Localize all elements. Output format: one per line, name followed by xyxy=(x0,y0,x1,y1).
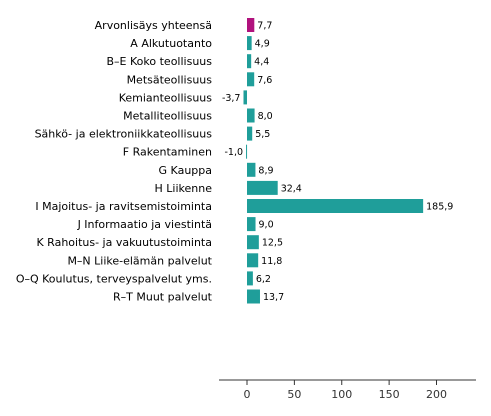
bar xyxy=(247,253,259,268)
category-label: O–Q Koulutus, terveyspalvelut yms. xyxy=(16,272,212,285)
value-label: 185,9 xyxy=(426,202,453,213)
bars xyxy=(243,18,424,304)
bar xyxy=(247,162,256,177)
bar xyxy=(247,108,255,123)
category-label: B–E Koko teollisuus xyxy=(107,55,213,68)
bar xyxy=(247,217,256,232)
value-label: 8,0 xyxy=(258,111,273,122)
category-label: J Informaatio ja viestintä xyxy=(77,218,212,231)
x-tick-label: 0 xyxy=(244,388,251,401)
value-label: 13,7 xyxy=(263,292,284,303)
value-label: 9,0 xyxy=(259,220,274,231)
value-label: 12,5 xyxy=(262,238,283,249)
value-label: 6,2 xyxy=(256,274,271,285)
bar xyxy=(247,126,253,141)
category-label: M–N Liike-elämän palvelut xyxy=(67,254,212,267)
bar xyxy=(247,18,255,32)
bar xyxy=(247,54,252,69)
value-label: -1,0 xyxy=(225,147,244,158)
category-label: Metalliteollisuus xyxy=(123,110,212,123)
value-label: 4,4 xyxy=(254,57,269,68)
value-label: 5,5 xyxy=(255,129,270,140)
category-label: Arvonlisäys yhteensä xyxy=(95,19,212,32)
bar xyxy=(243,90,247,105)
x-tick-label: 150 xyxy=(379,388,400,401)
value-label: 11,8 xyxy=(261,256,282,267)
value-label: 8,9 xyxy=(258,165,273,176)
bar xyxy=(247,235,259,250)
category-label: F Rakentaminen xyxy=(123,146,212,159)
bar xyxy=(246,144,248,159)
bar xyxy=(247,289,260,304)
bar xyxy=(247,72,255,87)
x-tick-label: 100 xyxy=(331,388,352,401)
bar xyxy=(247,271,253,286)
bar xyxy=(247,36,252,51)
value-label: 7,7 xyxy=(257,21,272,32)
category-label: A Alkutuotanto xyxy=(130,37,212,50)
category-label: Metsäteollisuus xyxy=(127,73,213,86)
category-label: Kemianteollisuus xyxy=(119,91,213,104)
category-label: G Kauppa xyxy=(159,164,212,177)
x-axis: 0 50 100 150 200 xyxy=(219,379,476,401)
category-label: I Majoitus- ja ravitsemistoiminta xyxy=(35,200,212,213)
category-label: H Liikenne xyxy=(155,182,213,195)
x-tick-label: 200 xyxy=(426,388,447,401)
value-labels: 7,7 4,9 4,4 7,6 -3,7 8,0 5,5 -1,0 8,9 32,4 185,9 9,… xyxy=(222,21,453,304)
category-labels: Arvonlisäys yhteensä A Alkutuotanto B–E Ko… xyxy=(16,19,213,304)
category-label: Sähkö- ja elektroniikkateollisuus xyxy=(35,128,213,141)
value-label: -3,7 xyxy=(222,93,241,104)
bar xyxy=(247,180,278,195)
value-label: 4,9 xyxy=(255,39,270,50)
x-tick-label: 50 xyxy=(287,388,301,401)
category-label: R–T Muut palvelut xyxy=(113,291,213,304)
value-label: 7,6 xyxy=(257,75,272,86)
category-label: K Rahoitus- ja vakuutustoiminta xyxy=(36,236,212,249)
bar xyxy=(247,199,424,213)
value-label: 32,4 xyxy=(281,183,302,194)
